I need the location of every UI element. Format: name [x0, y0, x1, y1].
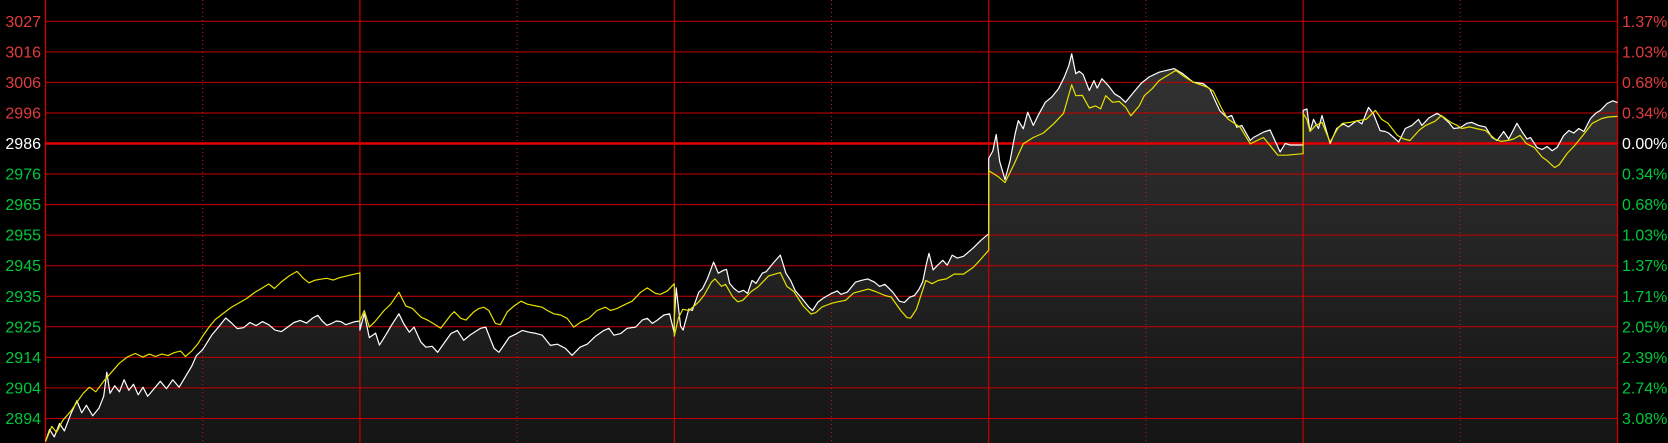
right-axis-percent-label: 0.00%: [1622, 136, 1667, 153]
right-axis-percent-label: 1.37%: [1622, 14, 1667, 31]
left-axis-price-label: 2914: [5, 350, 41, 367]
right-axis-percent-label: 0.68%: [1622, 197, 1667, 214]
price-line: [44, 53, 1618, 442]
left-axis-price-label: 2904: [5, 380, 41, 397]
left-axis-price-label: 2986: [5, 136, 41, 153]
right-axis-percent-label: 0.68%: [1622, 75, 1667, 92]
price-area-fill: [45, 53, 1618, 443]
right-axis-labels: 1.37% 1.03% 0.68% 0.34% 0.00% 0.34% 0.68% 1.03%…: [1622, 14, 1667, 428]
left-axis-price-label: 3016: [5, 44, 41, 61]
right-axis-percent-label: 3.08%: [1622, 411, 1667, 428]
right-axis-percent-label: 0.34%: [1622, 167, 1667, 184]
left-axis-price-label: 3027: [5, 14, 41, 31]
right-axis-percent-label: 2.74%: [1622, 380, 1667, 397]
right-axis-percent-label: 1.03%: [1622, 44, 1667, 61]
left-axis-price-label: 2894: [5, 411, 41, 428]
left-axis-price-label: 2945: [5, 258, 41, 275]
left-axis-price-label: 2976: [5, 167, 41, 184]
left-axis-price-label: 2935: [5, 289, 41, 306]
left-axis-price-label: 2925: [5, 319, 41, 336]
left-axis-price-label: 2965: [5, 197, 41, 214]
right-axis-percent-label: 2.05%: [1622, 319, 1667, 336]
right-axis-percent-label: 0.34%: [1622, 105, 1667, 122]
left-axis-labels: 3027 3016 3006 2996 2986 2976 2965 2955 2945 2935…: [5, 14, 41, 428]
right-axis-percent-label: 1.71%: [1622, 289, 1667, 306]
left-axis-price-label: 2996: [5, 105, 41, 122]
left-axis-price-label: 3006: [5, 75, 41, 92]
average-price-line: [44, 69, 1618, 442]
right-axis-percent-label: 2.39%: [1622, 350, 1667, 367]
left-axis-price-label: 2955: [5, 228, 41, 245]
right-axis-percent-label: 1.37%: [1622, 258, 1667, 275]
vertical-gridlines: [44, 0, 1619, 443]
right-axis-percent-label: 1.03%: [1622, 228, 1667, 245]
